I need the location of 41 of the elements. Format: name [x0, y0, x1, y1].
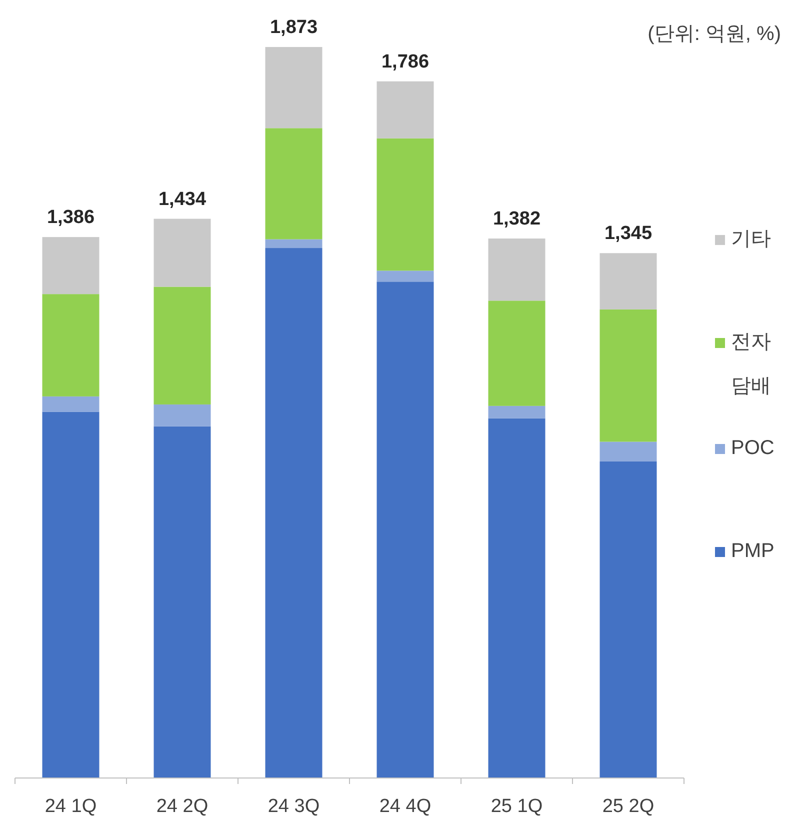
- x-tick-label: 24 4Q: [379, 796, 432, 817]
- bar: [265, 47, 322, 128]
- x-tick-label: 25 2Q: [602, 796, 654, 817]
- x-tick-label: 24 1Q: [44, 796, 97, 817]
- annotation: 1,345: [604, 223, 652, 244]
- bar: [600, 309, 657, 442]
- bar: [488, 238, 546, 301]
- x-tick-label: 24 3Q: [268, 796, 320, 817]
- bar: [600, 442, 657, 462]
- bar: [488, 300, 546, 406]
- bar: [42, 412, 100, 778]
- bar: [265, 239, 322, 248]
- bar: [376, 270, 434, 282]
- bar: [154, 404, 211, 426]
- bar: [376, 282, 434, 778]
- annotation: 1,386: [46, 207, 95, 228]
- legend-label: 전자 담배: [731, 331, 771, 397]
- bar: [42, 237, 100, 294]
- text: (단위: 억원, %): [648, 23, 781, 45]
- bar: [265, 128, 322, 240]
- bar: [154, 426, 211, 778]
- bar: [488, 418, 546, 778]
- annotation: 1,382: [492, 208, 541, 230]
- bar: [42, 294, 100, 396]
- bar: [154, 218, 211, 287]
- x-tick-label: 24 2Q: [156, 796, 208, 817]
- annotation: 1,873: [270, 17, 318, 38]
- annotation: 1,434: [158, 188, 206, 210]
- annotation: 1,786: [381, 51, 430, 72]
- x-tick-label: 25 1Q: [490, 796, 543, 817]
- bar: [42, 396, 100, 412]
- bar: [600, 253, 657, 310]
- legend-label: POC: [731, 437, 774, 459]
- bar: [600, 461, 657, 778]
- bar: [488, 406, 546, 418]
- bar: [265, 248, 322, 778]
- bar: [376, 81, 434, 138]
- legend-label: 기타: [731, 228, 771, 250]
- bar: [376, 138, 434, 271]
- bar: [154, 286, 211, 404]
- legend-label: PMP: [731, 540, 774, 562]
